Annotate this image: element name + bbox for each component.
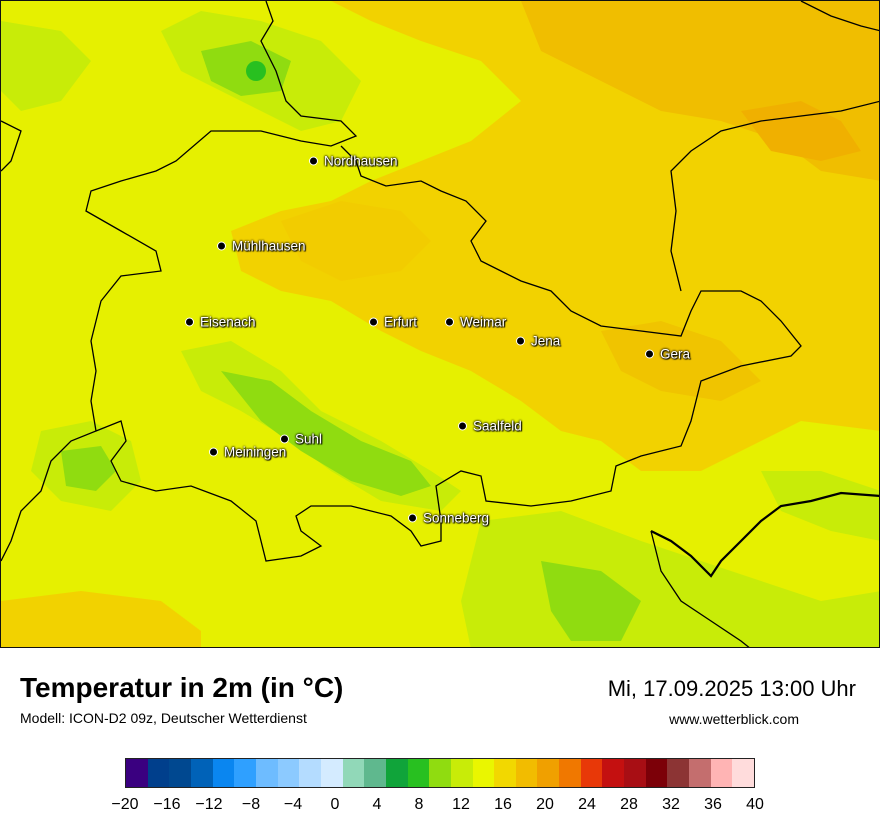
model-source: Modell: ICON-D2 09z, Deutscher Wetterdie…	[20, 710, 307, 726]
city-marker	[369, 317, 378, 327]
legend-swatch	[645, 759, 668, 787]
legend-tick-label: −16	[153, 796, 181, 813]
legend-swatch	[212, 759, 235, 787]
legend-swatch	[234, 759, 256, 787]
temperature-field	[1, 1, 879, 647]
legend-ticks: −20 −16 −12 −8 −4 0 4 8 12 16 20 24 28 32 36 40	[0, 796, 880, 820]
legend-tick-label: 32	[662, 796, 680, 813]
legend-swatch	[407, 759, 430, 787]
city-marker	[516, 336, 525, 346]
legend-swatch	[190, 759, 213, 787]
city-marker	[209, 447, 218, 457]
legend-tick-label: 0	[330, 796, 340, 813]
legend-swatch	[624, 759, 646, 787]
website-link: www.wetterblick.com	[669, 711, 799, 727]
legend-swatch	[342, 759, 365, 787]
legend-swatch	[580, 759, 603, 787]
legend-tick-label: 36	[704, 796, 722, 813]
legend-tick-label: −8	[241, 796, 261, 813]
legend-swatch	[450, 759, 473, 787]
city-marker	[309, 156, 318, 166]
legend-swatch	[472, 759, 495, 787]
legend-tick-label: 4	[372, 796, 382, 813]
legend-tick-label: 12	[452, 796, 470, 813]
legend-swatch	[602, 759, 625, 787]
city-marker	[645, 349, 654, 359]
city-label-eisenach: Eisenach	[185, 315, 256, 330]
legend-swatch	[385, 759, 408, 787]
city-marker	[458, 421, 467, 431]
legend-tick-label: −4	[283, 796, 303, 813]
legend-swatch	[710, 759, 733, 787]
city-label-sonneberg: Sonneberg	[408, 511, 489, 526]
legend-swatch	[494, 759, 516, 787]
legend-swatch	[169, 759, 191, 787]
legend-tick-label: −12	[195, 796, 223, 813]
forecast-datetime: Mi, 17.09.2025 13:00 Uhr	[607, 676, 856, 701]
legend-tick-label: 16	[494, 796, 512, 813]
legend-swatch	[732, 759, 755, 787]
legend-swatch	[255, 759, 278, 787]
legend-tick-label: 20	[536, 796, 554, 813]
legend-tick-label: 28	[620, 796, 638, 813]
city-label-nordhausen: Nordhausen	[309, 154, 398, 169]
legend-swatch	[277, 759, 300, 787]
legend-swatch	[364, 759, 386, 787]
legend-swatch	[515, 759, 538, 787]
legend-swatch	[667, 759, 690, 787]
legend-swatch	[147, 759, 170, 787]
legend-tick-label: 40	[746, 796, 764, 813]
legend-swatch	[537, 759, 560, 787]
city-label-muehlhausen: Mühlhausen	[217, 239, 306, 254]
city-marker	[185, 317, 194, 327]
city-label-suhl: Suhl	[280, 432, 322, 447]
city-label-saalfeld: Saalfeld	[458, 419, 522, 434]
temperature-map: Nordhausen Mühlhausen Eisenach Erfurt We…	[0, 0, 880, 648]
city-label-jena: Jena	[516, 334, 560, 349]
city-marker	[217, 241, 226, 251]
city-marker	[445, 317, 454, 327]
legend-tick-label: 8	[414, 796, 424, 813]
legend-tick-label: −20	[111, 796, 139, 813]
legend-swatch	[429, 759, 451, 787]
legend-tick-label: 24	[578, 796, 596, 813]
color-legend	[125, 758, 755, 788]
map-title: Temperatur in 2m (in °C)	[20, 672, 344, 703]
city-marker	[280, 434, 289, 444]
legend-swatch	[126, 759, 148, 787]
city-marker	[408, 513, 417, 523]
legend-swatch	[559, 759, 581, 787]
city-label-gera: Gera	[645, 347, 690, 362]
legend-swatch	[299, 759, 321, 787]
city-label-weimar: Weimar	[445, 315, 506, 330]
city-label-erfurt: Erfurt	[369, 315, 417, 330]
city-label-meiningen: Meiningen	[209, 445, 286, 460]
legend-swatch	[320, 759, 343, 787]
legend-swatch	[689, 759, 711, 787]
